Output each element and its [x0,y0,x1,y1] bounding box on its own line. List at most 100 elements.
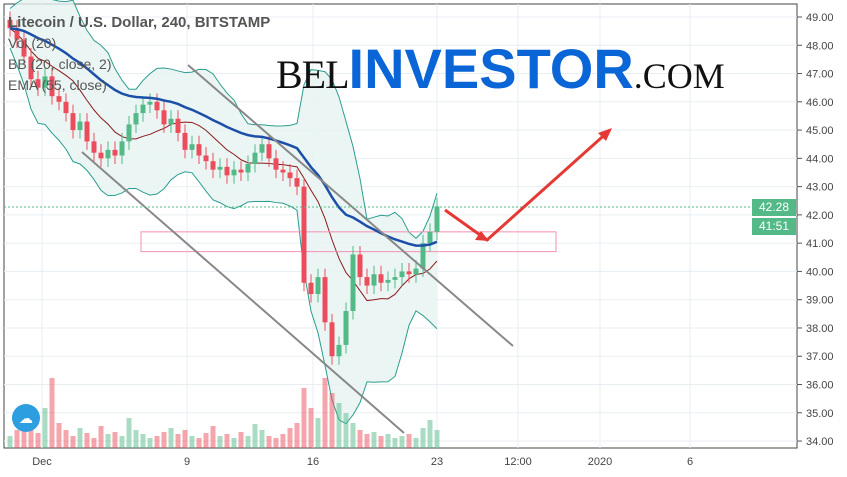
volume-bar [140,434,146,448]
bb-lower [9,47,438,425]
tradingview-logo-icon[interactable]: ☁ [12,404,40,432]
y-tick-label: 42.00 [806,210,834,222]
volume-bar [434,430,440,448]
trendline-upper [187,64,514,347]
symbol-title: Litecoin / U.S. Dollar, 240, BITSTAMP [8,14,271,31]
volume-bar [231,438,237,448]
volume-bar [28,426,34,448]
y-tick-label: 37.00 [806,351,834,363]
indicator-ema[interactable]: EMA (55, close) [8,77,107,93]
candle-body [35,79,41,88]
volume-bar [378,436,384,448]
x-tick-label: 12:00 [504,456,532,468]
y-tick-label: 40.00 [806,266,834,278]
candle-body [413,268,419,275]
volume-bar [7,436,13,448]
volume-bar [266,436,272,448]
candle-body [203,155,209,162]
volume-bar [280,434,286,448]
volume-bar [301,388,307,448]
volume-bar [196,438,202,448]
volume-bar [252,424,258,448]
volume-bar [413,438,419,448]
candle-body [350,254,356,312]
candle-body [231,169,237,176]
candle-body [434,206,440,232]
volume-bar [336,403,342,448]
candle-body [329,322,335,357]
candle-body [266,144,272,159]
y-tick-label: 47.00 [806,69,834,81]
volume-bar [133,430,139,448]
candle-body [28,56,34,80]
candle-body [42,76,48,88]
candle-body [161,110,167,125]
volume-bar [91,438,97,448]
candle-body [259,144,265,153]
candle-body [420,243,426,269]
volume-bar [119,436,125,448]
candle-body [315,277,321,295]
arrow-head-icon [475,231,489,241]
volume-bar [14,430,20,448]
volume-bar [322,378,328,448]
candle-body [210,161,216,170]
candle-body [245,164,251,173]
candle-body [252,152,258,165]
candle-body [21,39,27,57]
forecast-arrow [444,128,611,242]
y-tick-label: 48.00 [806,40,834,52]
volume-bar [189,436,195,448]
volume-bar [77,428,83,448]
volume-bar [35,433,41,448]
volume-bar [182,430,188,448]
y-tick-label: 43.00 [806,182,834,194]
candle-body [343,311,349,345]
x-tick-label: 2020 [588,456,612,468]
trendline-lower [81,151,405,434]
legend: Litecoin / U.S. Dollar, 240, BITSTAMP Vo… [8,12,270,96]
candle-body [7,19,13,29]
indicator-volume[interactable]: Vol (20) [8,35,57,51]
candle-body [49,76,55,97]
indicator-bb[interactable]: BB (20, close, 2) [8,56,112,72]
arrow-head-icon [598,128,612,141]
volume-bar [126,418,132,448]
volume-bar [238,432,244,448]
volume-bar [406,434,412,448]
candle-body [147,101,153,105]
candle-body [133,113,139,125]
candle-body [399,271,405,278]
y-tick-label: 49.00 [806,12,834,24]
volume-bar [210,426,216,448]
candle-body [301,186,307,283]
volume-bar [308,408,314,448]
candle-body [385,279,391,283]
candle-body [105,149,111,159]
belinvestor-logo: BELINVESTOR.COM [276,37,725,100]
volume-bar [273,438,279,448]
y-tick-label: 34.00 [806,436,834,448]
candle-body [217,166,223,170]
candle-body [280,169,286,173]
y-tick-label: 46.00 [806,97,834,109]
volume-bar [343,413,349,448]
volume-bar [259,430,265,448]
candle-body [371,274,377,286]
volume-bar [154,436,160,448]
candle-body [175,118,181,133]
bb-fill [10,0,437,424]
candle-body [70,113,76,131]
candle-body [77,121,83,131]
volume-bar [315,418,321,448]
volume-bar [392,438,398,448]
last-price-badge: 42.28 [752,199,796,216]
candle-body [168,118,174,125]
volume-bar [224,434,230,448]
y-tick-label: 45.00 [806,125,834,137]
candle-body [406,271,412,275]
volume-bar [42,408,48,448]
bb-upper [9,0,438,239]
volume-bar [98,426,104,448]
